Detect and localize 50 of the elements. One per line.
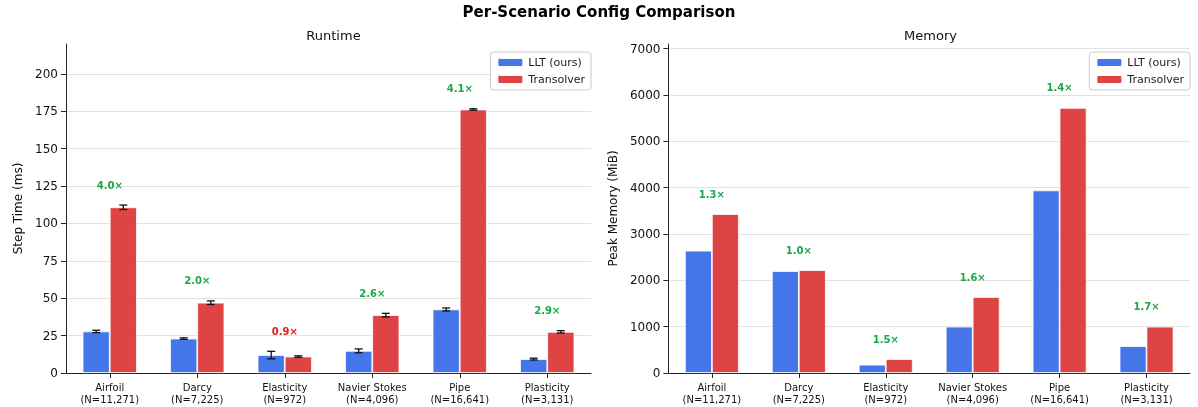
annotation: 4.1×	[446, 83, 473, 95]
x-tick-label: Darcy (N=7,225)	[171, 381, 224, 405]
y-tick-label: 0	[652, 366, 661, 380]
y-tick-label: 4000	[629, 180, 661, 195]
chart-title: Runtime	[306, 28, 361, 43]
legend-label: Transolver	[527, 73, 586, 86]
legend-label: LLT (ours)	[1127, 56, 1181, 69]
x-tick-label: Elasticity (N=972)	[262, 381, 308, 405]
y-tick-label: 75	[42, 253, 58, 268]
text: Per-Scenario Config Comparison	[461, 2, 737, 22]
y-axis-title: Step Time (ms)	[11, 162, 25, 255]
annotation: 2.6×	[359, 287, 386, 299]
x-tick-label: Navier Stokes (N=4,096)	[938, 381, 1008, 405]
x-tick-label: Airfoil (N=11,271)	[80, 381, 140, 405]
annotation: 1.4×	[1046, 82, 1073, 94]
annotation: 2.9×	[534, 305, 561, 317]
annotation: 2.0×	[184, 275, 211, 287]
y-tick-label: 200	[35, 66, 58, 81]
y-axis-title: Peak Memory (MiB)	[606, 150, 620, 267]
y-tick-label: 175	[35, 104, 58, 119]
y-tick-label: 50	[42, 291, 58, 306]
y-tick-label: 3000	[629, 226, 661, 241]
x-tick-label: Plasticity (N=3,131)	[1120, 381, 1173, 405]
y-tick-label: 0	[50, 366, 58, 380]
y-tick-label: 2000	[629, 273, 661, 288]
x-tick-label: Airfoil (N=11,271)	[682, 381, 742, 405]
y-tick-label: 25	[42, 328, 58, 343]
legend-label: Transolver	[1126, 73, 1185, 86]
y-tick-label: 150	[35, 141, 58, 156]
annotation: 1.3×	[698, 188, 725, 200]
y-tick-label: 5000	[629, 134, 661, 149]
x-tick-label: Pipe (N=16,641)	[1030, 381, 1090, 405]
y-tick-label: 7000	[629, 41, 661, 56]
legend-label: LLT (ours)	[528, 56, 582, 69]
annotation: 4.0×	[96, 179, 123, 191]
y-tick-label: 100	[35, 216, 58, 231]
x-tick-label: Pipe (N=16,641)	[430, 381, 490, 405]
x-tick-label: Elasticity (N=972)	[863, 381, 909, 405]
annotation: 1.5×	[872, 333, 899, 345]
x-tick-label: Navier Stokes (N=4,096)	[337, 381, 407, 405]
annotation: 1.0×	[785, 244, 812, 256]
x-tick-label: Darcy (N=7,225)	[772, 381, 826, 405]
y-tick-label: 1000	[629, 319, 661, 334]
annotation: 0.9×	[271, 325, 298, 337]
chart-title: Memory	[904, 28, 958, 43]
y-tick-label: 125	[35, 179, 58, 194]
annotation: 1.6×	[959, 271, 986, 283]
x-tick-label: Plasticity (N=3,131)	[521, 381, 574, 405]
annotation: 1.7×	[1133, 301, 1160, 313]
y-tick-label: 6000	[629, 87, 661, 102]
